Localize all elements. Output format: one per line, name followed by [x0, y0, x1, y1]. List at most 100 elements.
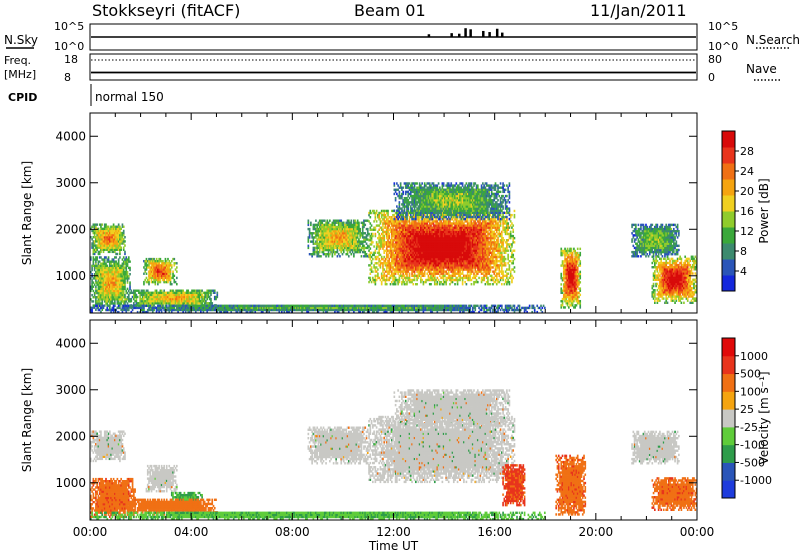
data-cell [162, 293, 164, 297]
data-cell [107, 250, 110, 254]
data-cell [107, 298, 110, 301]
data-cell [200, 295, 202, 299]
data-cell [385, 232, 388, 236]
data-cell [135, 297, 138, 301]
data-cell [388, 262, 391, 265]
data-cell [327, 229, 330, 233]
data-cell [317, 232, 320, 235]
data-cell [105, 240, 107, 243]
data-cell [107, 227, 110, 231]
data-cell [111, 266, 114, 270]
data-cell [117, 268, 120, 272]
data-cell [355, 225, 358, 229]
data-cell [98, 256, 101, 259]
data-cell [356, 232, 359, 235]
data-cell [116, 277, 119, 280]
data-cell [160, 293, 163, 297]
data-cell [167, 280, 169, 284]
data-cell [103, 233, 106, 237]
data-cell [389, 251, 392, 254]
data-cell [366, 232, 369, 235]
freq-label: Freq. [4, 54, 31, 67]
data-cell [97, 264, 100, 268]
data-cell [107, 236, 110, 239]
data-cell [390, 234, 393, 238]
data-cell [115, 260, 117, 263]
data-cell [93, 266, 96, 270]
data-cell [164, 268, 167, 271]
data-cell [179, 302, 182, 305]
data-cell [107, 233, 110, 237]
data-cell [155, 293, 158, 297]
data-cell [96, 270, 98, 274]
data-cell [141, 289, 144, 292]
data-cell [358, 225, 360, 229]
data-cell [107, 279, 110, 282]
data-cell [110, 231, 112, 235]
data-cell [101, 277, 104, 280]
data-cell [393, 270, 396, 273]
data-cell [159, 293, 162, 297]
data-cells [90, 182, 698, 314]
data-cell [342, 240, 345, 243]
data-cell [119, 302, 121, 305]
data-cell [370, 280, 373, 284]
data-cell [139, 295, 141, 299]
data-cell [341, 234, 344, 237]
data-cell [101, 268, 104, 272]
data-cell [335, 238, 337, 241]
data-cell [355, 236, 358, 239]
data-cell [200, 302, 202, 305]
data-cell [170, 259, 173, 263]
data-cell [168, 302, 171, 305]
data-cell [330, 225, 332, 229]
data-cell [163, 289, 166, 292]
data-cell [112, 298, 115, 301]
data-cell [327, 242, 330, 245]
data-cell [102, 281, 105, 284]
data-cell [394, 270, 397, 273]
data-cell [117, 242, 120, 245]
data-cell [321, 232, 324, 235]
data-cell [119, 293, 121, 297]
data-cell [96, 273, 98, 276]
data-cell [112, 244, 115, 247]
data-cell [323, 227, 326, 231]
data-cell [390, 209, 393, 213]
data-cell [117, 285, 120, 288]
data-cell [155, 257, 158, 261]
data-cell [144, 264, 147, 267]
data-cell [122, 275, 125, 278]
data-cell [163, 266, 166, 269]
data-cell [139, 293, 141, 297]
data-cell [162, 302, 164, 305]
data-cell [165, 270, 168, 273]
data-cell [375, 220, 378, 223]
data-cell [112, 289, 115, 293]
data-cell [112, 264, 115, 268]
data-cell [389, 270, 392, 273]
data-cell [353, 248, 355, 252]
data-cell [112, 283, 115, 286]
data-cell [385, 236, 388, 240]
data-cell [374, 262, 377, 265]
data-cell [447, 270, 450, 273]
data-cell [382, 222, 384, 225]
data-cell [97, 287, 100, 291]
data-cell [375, 241, 378, 244]
data-cell [172, 295, 174, 299]
data-cell [103, 229, 106, 233]
data-cell [345, 238, 348, 241]
data-cell [322, 238, 325, 241]
data-cell [103, 300, 106, 303]
data-cell [336, 232, 339, 235]
data-cell [124, 285, 126, 288]
data-cell [106, 260, 109, 263]
data-cell [126, 270, 129, 274]
data-cell [151, 304, 154, 307]
data-cell [119, 244, 121, 247]
data-cell [374, 226, 377, 229]
data-cell [119, 225, 121, 228]
data-cell [119, 287, 121, 291]
data-cell [379, 259, 382, 263]
